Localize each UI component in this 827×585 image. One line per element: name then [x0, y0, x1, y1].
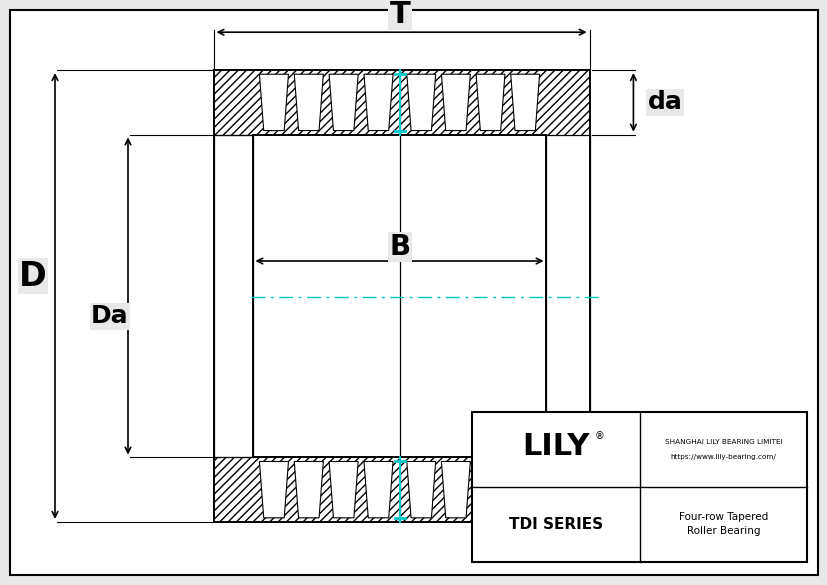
- Polygon shape: [510, 74, 539, 130]
- Polygon shape: [329, 462, 358, 518]
- Text: T: T: [389, 0, 410, 29]
- Bar: [399, 70, 589, 135]
- Text: B: B: [389, 233, 410, 261]
- Polygon shape: [406, 462, 435, 518]
- Text: ®: ®: [595, 431, 604, 441]
- Text: da: da: [648, 90, 682, 115]
- Polygon shape: [441, 462, 470, 518]
- Polygon shape: [476, 462, 504, 518]
- Polygon shape: [294, 74, 323, 130]
- Polygon shape: [329, 74, 358, 130]
- Text: D: D: [19, 260, 47, 292]
- Polygon shape: [476, 74, 504, 130]
- Polygon shape: [259, 462, 288, 518]
- Polygon shape: [406, 74, 435, 130]
- Bar: [213, 457, 399, 522]
- Text: Four-row Tapered
Roller Bearing: Four-row Tapered Roller Bearing: [678, 512, 767, 536]
- Text: https://www.lily-bearing.com/: https://www.lily-bearing.com/: [670, 454, 776, 460]
- Text: d: d: [650, 485, 672, 514]
- Polygon shape: [294, 462, 323, 518]
- Text: TDI SERIES: TDI SERIES: [508, 517, 602, 532]
- Bar: [471, 412, 806, 562]
- Bar: [213, 135, 589, 457]
- Bar: [213, 70, 399, 135]
- Polygon shape: [259, 74, 288, 130]
- Polygon shape: [441, 74, 470, 130]
- Text: LILY: LILY: [522, 432, 589, 461]
- Text: SHANGHAI LILY BEARING LIMITEI: SHANGHAI LILY BEARING LIMITEI: [664, 439, 782, 445]
- Polygon shape: [364, 462, 393, 518]
- Text: Da: Da: [91, 304, 129, 328]
- Bar: [399, 457, 589, 522]
- Polygon shape: [364, 74, 393, 130]
- Polygon shape: [510, 462, 539, 518]
